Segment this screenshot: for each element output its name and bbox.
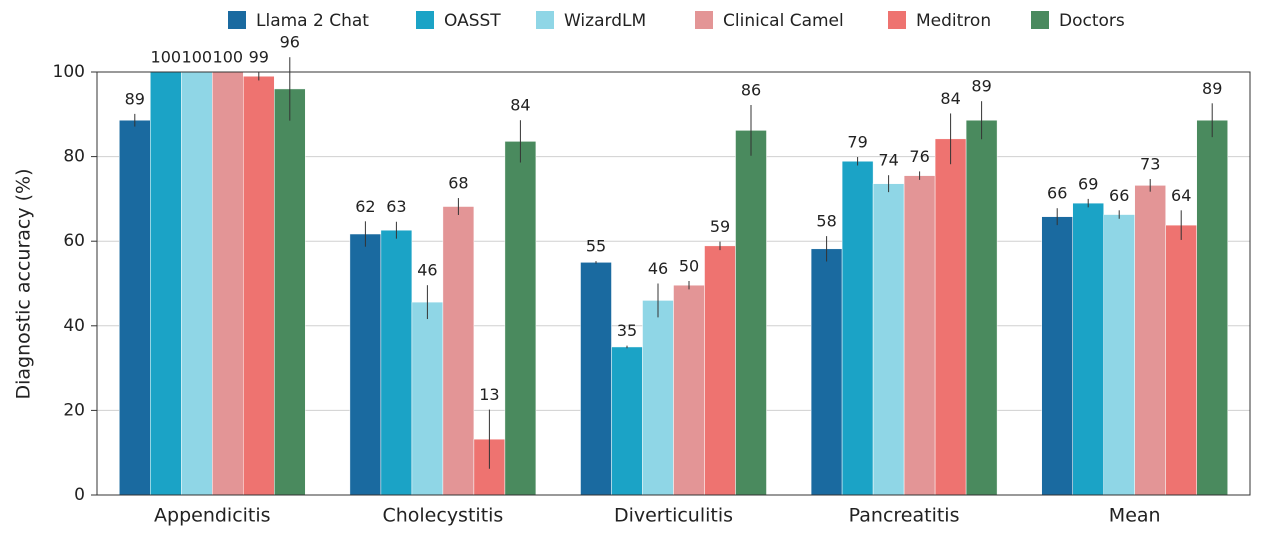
value-label: 64 [1171, 186, 1191, 205]
bar [349, 233, 382, 496]
value-label: 100 [182, 48, 213, 67]
legend-swatch [1031, 11, 1049, 29]
value-label: 100 [151, 48, 182, 67]
bar [119, 119, 151, 496]
y-tick-label: 80 [63, 147, 85, 167]
value-label: 74 [878, 151, 898, 170]
legend-swatch [695, 11, 713, 29]
value-label: 66 [1109, 186, 1129, 205]
value-label: 46 [648, 259, 668, 278]
bar [1103, 214, 1135, 496]
bar [181, 71, 213, 496]
value-label: 50 [679, 256, 699, 275]
value-label: 89 [1202, 79, 1222, 98]
x-tick-label: Pancreatitis [849, 505, 960, 527]
value-label: 100 [213, 48, 244, 67]
bar [212, 71, 244, 496]
value-label: 89 [125, 89, 145, 108]
value-label: 86 [741, 80, 761, 99]
value-label: 84 [510, 96, 530, 115]
y-tick-label: 0 [74, 485, 85, 505]
bar [934, 138, 967, 496]
legend-swatch [536, 11, 554, 29]
bar [380, 229, 413, 496]
bar [1072, 202, 1104, 496]
bar [1041, 216, 1073, 496]
value-label: 69 [1078, 174, 1098, 193]
bar [872, 183, 905, 496]
value-label: 68 [448, 174, 468, 193]
value-label: 73 [1140, 155, 1160, 174]
bar [704, 245, 736, 496]
legend-label: Meditron [916, 11, 991, 31]
value-label: 62 [355, 197, 375, 216]
value-label: 76 [909, 147, 929, 166]
bar [735, 130, 767, 496]
legend-label: Doctors [1059, 11, 1125, 31]
legend-label: WizardLM [564, 11, 646, 31]
value-label: 99 [249, 48, 269, 67]
legend-swatch [228, 11, 246, 29]
bar [274, 88, 306, 496]
bar [1165, 224, 1197, 496]
bar [442, 206, 475, 496]
value-label: 46 [417, 261, 437, 280]
bar [580, 262, 612, 496]
bar [841, 161, 874, 496]
y-tick-label: 40 [63, 316, 85, 336]
value-label: 63 [386, 197, 406, 216]
bar [642, 300, 674, 496]
legend-label: OASST [444, 11, 501, 31]
bar [243, 75, 275, 496]
legend-label: Llama 2 Chat [256, 11, 369, 31]
plot-frame [96, 71, 1251, 496]
value-label: 79 [847, 133, 867, 152]
legend-swatch [416, 11, 434, 29]
legend-swatch [888, 11, 906, 29]
y-tick-label: 100 [53, 62, 85, 82]
y-tick-label: 60 [63, 231, 85, 251]
value-label: 35 [617, 321, 637, 340]
bar [150, 71, 182, 496]
bar [810, 248, 843, 496]
value-label: 58 [816, 212, 836, 231]
bar [1134, 185, 1166, 496]
y-tick-label: 20 [63, 400, 85, 420]
value-label: 55 [586, 237, 606, 256]
value-label: 59 [710, 217, 730, 236]
value-label: 96 [280, 33, 300, 52]
bar [965, 119, 998, 496]
x-tick-label: Diverticulitis [614, 505, 733, 527]
bar [611, 346, 643, 496]
value-label: 13 [479, 385, 499, 404]
bar [1196, 119, 1228, 496]
bar [673, 284, 705, 496]
legend-label: Clinical Camel [723, 11, 844, 31]
x-tick-label: Appendicitis [154, 505, 271, 527]
bar [903, 175, 936, 496]
value-label: 66 [1047, 184, 1067, 203]
x-tick-label: Cholecystitis [382, 505, 503, 527]
bar [504, 141, 537, 496]
y-axis-label: Diagnostic accuracy (%) [13, 168, 35, 399]
bar [411, 301, 444, 496]
value-label: 84 [940, 89, 960, 108]
value-label: 89 [971, 77, 991, 96]
x-tick-label: Mean [1109, 505, 1161, 527]
